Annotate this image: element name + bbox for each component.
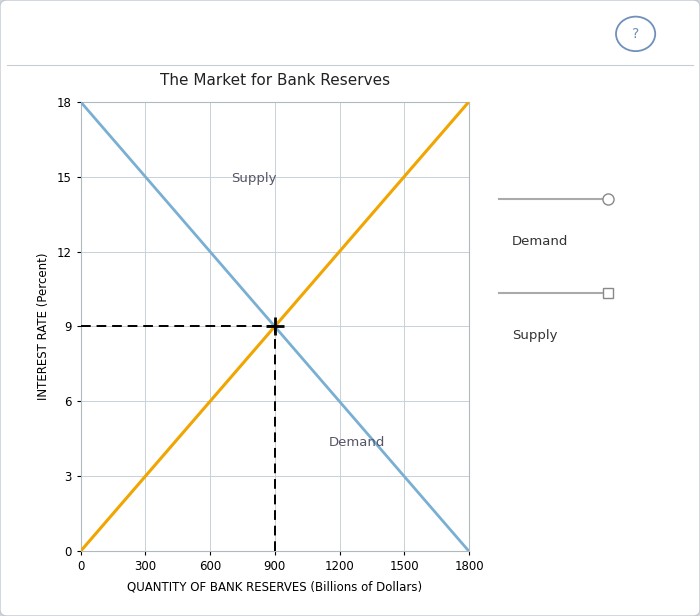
Text: ?: ?: [632, 28, 639, 41]
Text: Supply: Supply: [232, 172, 277, 185]
Text: Demand: Demand: [329, 436, 385, 450]
X-axis label: QUANTITY OF BANK RESERVES (Billions of Dollars): QUANTITY OF BANK RESERVES (Billions of D…: [127, 580, 422, 593]
Text: Supply: Supply: [512, 328, 557, 342]
Title: The Market for Bank Reserves: The Market for Bank Reserves: [160, 73, 390, 88]
Text: Demand: Demand: [512, 235, 568, 248]
Y-axis label: INTEREST RATE (Percent): INTEREST RATE (Percent): [36, 253, 50, 400]
